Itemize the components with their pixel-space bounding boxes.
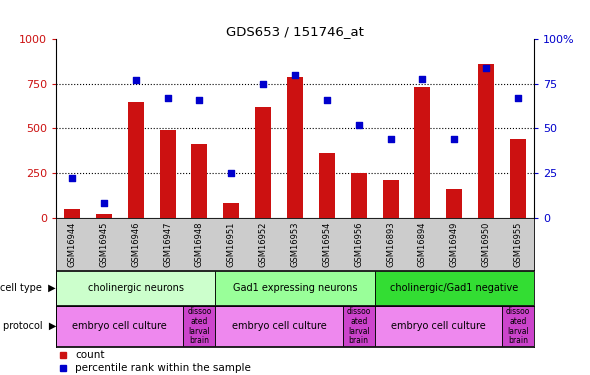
Bar (502, 306, 534, 346)
Text: GSM16893: GSM16893 (386, 222, 395, 267)
Bar (183, 306, 215, 346)
Bar (478, 64, 494, 218)
Bar (127, 102, 143, 217)
Point (322, 97, 332, 103)
Text: cholinergic/Gad1 negative: cholinergic/Gad1 negative (390, 283, 519, 293)
Text: cholinergic neurons: cholinergic neurons (88, 283, 183, 293)
Point (481, 65, 491, 71)
Text: GSM16949: GSM16949 (450, 222, 459, 267)
Text: count: count (75, 350, 104, 360)
Text: GSM16956: GSM16956 (354, 222, 363, 267)
Text: GSM16944: GSM16944 (67, 222, 77, 267)
Bar (447, 189, 463, 217)
Point (131, 77, 140, 83)
Text: GSM16947: GSM16947 (163, 222, 172, 267)
Text: GSM16954: GSM16954 (322, 222, 332, 267)
Point (99, 200, 109, 206)
Text: Gad1 expressing neurons: Gad1 expressing neurons (232, 283, 358, 293)
Text: cell type  ▶: cell type ▶ (1, 283, 56, 293)
Text: dissoo
ated
larval
brain: dissoo ated larval brain (346, 307, 371, 345)
Text: percentile rank within the sample: percentile rank within the sample (75, 363, 251, 373)
Bar (191, 144, 208, 218)
Bar (375, 271, 534, 305)
Text: dissoo
ated
larval
brain: dissoo ated larval brain (506, 307, 530, 345)
Bar (414, 87, 431, 218)
Bar (215, 306, 343, 346)
Text: GSM16894: GSM16894 (418, 222, 427, 267)
Bar (64, 209, 80, 218)
Bar (96, 214, 112, 217)
Point (67, 176, 77, 181)
Bar (350, 173, 366, 217)
Point (354, 122, 363, 128)
Text: GSM16945: GSM16945 (99, 222, 109, 267)
Bar (215, 271, 375, 305)
Point (227, 170, 236, 176)
Bar (510, 139, 526, 218)
Text: GSM16950: GSM16950 (481, 222, 491, 267)
Bar (375, 306, 502, 346)
Bar (223, 203, 240, 217)
Bar (287, 77, 303, 218)
Title: GDS653 / 151746_at: GDS653 / 151746_at (226, 25, 364, 38)
Point (513, 95, 523, 101)
Text: GSM16946: GSM16946 (131, 222, 140, 267)
Text: embryo cell culture: embryo cell culture (391, 321, 486, 331)
Text: GSM16955: GSM16955 (513, 222, 523, 267)
Point (258, 81, 268, 87)
Text: protocol  ▶: protocol ▶ (3, 321, 56, 331)
Point (386, 136, 395, 142)
Point (195, 97, 204, 103)
Bar (255, 107, 271, 218)
Bar (159, 130, 176, 218)
Point (418, 76, 427, 82)
Bar (382, 180, 399, 218)
Bar (343, 306, 375, 346)
Bar (56, 271, 215, 305)
Bar (319, 153, 335, 218)
Text: embryo cell culture: embryo cell culture (73, 321, 167, 331)
Point (290, 72, 300, 78)
Text: GSM16948: GSM16948 (195, 222, 204, 267)
Text: dissoo
ated
larval
brain: dissoo ated larval brain (187, 307, 212, 345)
Text: embryo cell culture: embryo cell culture (232, 321, 326, 331)
Text: GSM16952: GSM16952 (258, 222, 268, 267)
Text: GSM16951: GSM16951 (227, 222, 236, 267)
Point (450, 136, 459, 142)
Point (163, 95, 172, 101)
Bar (56, 306, 183, 346)
Text: GSM16953: GSM16953 (290, 222, 300, 267)
